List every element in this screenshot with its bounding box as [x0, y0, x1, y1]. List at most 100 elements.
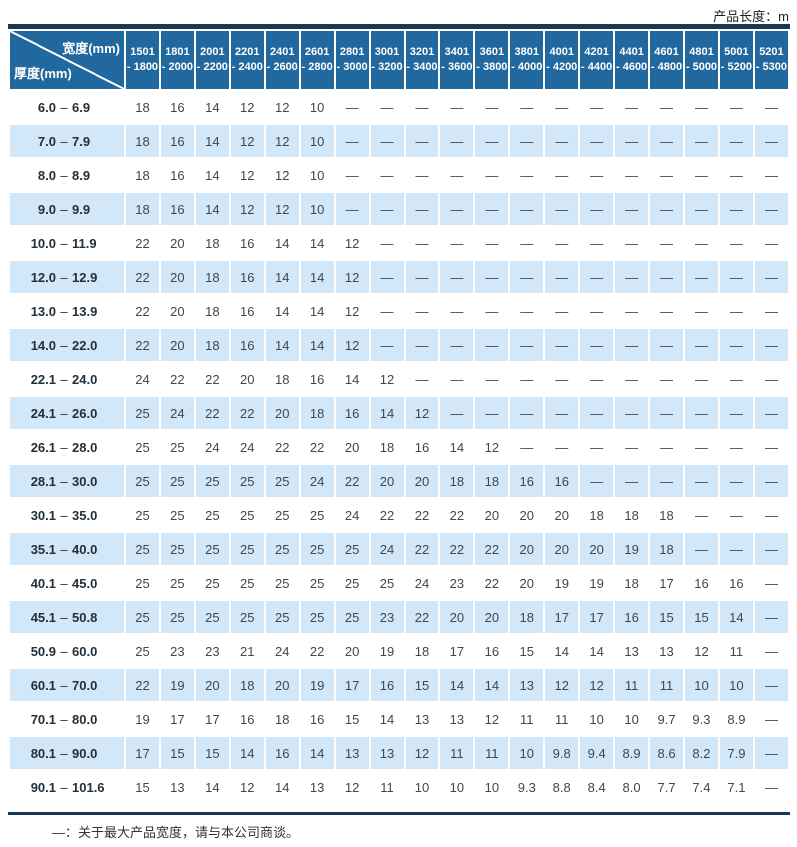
- cell-length-value: 18: [126, 193, 159, 225]
- cell-not-available: —: [754, 193, 788, 225]
- cell-length-value: 22: [405, 601, 439, 633]
- cell-length-value: 14: [195, 193, 229, 225]
- cell-not-available: —: [580, 465, 614, 497]
- cell-not-available: —: [615, 125, 649, 157]
- cell-length-value: 22: [405, 533, 439, 565]
- cell-length-value: 14: [309, 303, 325, 319]
- cell-length-value: 20: [545, 533, 579, 565]
- cell-not-available: —: [405, 261, 439, 293]
- cell-length-value: 14: [300, 737, 334, 769]
- cell-not-available: —: [380, 99, 394, 115]
- cell-length-value: 14: [554, 643, 569, 659]
- cell-length-value: 22: [135, 303, 150, 319]
- cell-not-available: —: [520, 167, 534, 183]
- cell-length-value: 14: [205, 779, 220, 795]
- cell-not-available: —: [685, 397, 718, 429]
- cell-length-value: 12: [274, 99, 290, 115]
- cell-length-value: 14: [440, 669, 474, 701]
- cell-length-value: 18: [230, 669, 264, 701]
- column-header-width-range: 4001- 4200: [545, 31, 579, 89]
- cell-not-available: —: [615, 465, 649, 497]
- thickness-axis-label: 厚度(mm): [14, 66, 72, 81]
- cell-length-value: 15: [195, 737, 229, 769]
- cell-not-available: —: [660, 167, 674, 183]
- cell-length-value: 16: [545, 465, 579, 497]
- cell-not-available: —: [520, 303, 534, 319]
- cell-length-value: 16: [265, 737, 299, 769]
- cell-length-value: 25: [135, 439, 150, 455]
- cell-not-available: —: [380, 167, 394, 183]
- cell-length-value: 20: [170, 235, 185, 251]
- table-row: 13.0–13.9 22 20 18 16 14 14 12 — — — — — — — — — — — —: [10, 295, 788, 327]
- cell-not-available: —: [660, 439, 674, 455]
- column-header-width-range: 3401- 3600: [440, 31, 474, 89]
- cell-not-available: —: [719, 329, 753, 361]
- cell-length-value: 12: [230, 193, 264, 225]
- cell-length-value: 11: [520, 711, 534, 727]
- cell-not-available: —: [485, 371, 499, 387]
- cell-not-available: —: [380, 235, 394, 251]
- cell-length-value: 18: [126, 125, 159, 157]
- cell-length-value: 11: [380, 779, 394, 795]
- cell-length-value: 14: [379, 711, 395, 727]
- cell-length-value: 16: [160, 125, 194, 157]
- cell-length-value: 25: [205, 575, 220, 591]
- table-row: 35.1–40.0 25 25 25 25 25 25 25 24 22 22 22 20 20 20 19 1…: [10, 533, 788, 565]
- column-header-width-range: 3001- 3200: [370, 31, 404, 89]
- cell-not-available: —: [754, 261, 788, 293]
- cell-not-available: —: [440, 329, 474, 361]
- row-header-thickness-range: 60.1–70.0: [10, 669, 124, 701]
- cell-length-value: 19: [135, 711, 150, 727]
- cell-length-value: 19: [379, 643, 395, 659]
- cell-length-value: 18: [440, 465, 474, 497]
- cell-not-available: —: [729, 99, 743, 115]
- cell-length-value: 22: [379, 507, 395, 523]
- cell-not-available: —: [694, 371, 708, 387]
- row-header-thickness-range: 35.1–40.0: [10, 533, 124, 565]
- cell-length-value: 25: [195, 533, 229, 565]
- cell-not-available: —: [719, 261, 753, 293]
- cell-length-value: 25: [160, 465, 194, 497]
- cell-length-value: 14: [475, 669, 509, 701]
- cell-length-value: 17: [580, 601, 614, 633]
- column-header-width-range: 2601- 2800: [300, 31, 334, 89]
- cell-not-available: —: [764, 235, 778, 251]
- column-header-width-range: 3801- 4000: [510, 31, 544, 89]
- cell-length-value: 24: [240, 439, 255, 455]
- cell-length-value: 25: [195, 601, 229, 633]
- cell-length-value: 12: [230, 125, 264, 157]
- cell-not-available: —: [415, 99, 429, 115]
- cell-length-value: 16: [414, 439, 430, 455]
- cell-length-value: 15: [685, 601, 718, 633]
- cell-not-available: —: [335, 125, 369, 157]
- row-header-thickness-range: 70.1–80.0: [30, 711, 98, 727]
- cell-not-available: —: [485, 303, 499, 319]
- cell-not-available: —: [440, 261, 474, 293]
- cell-not-available: —: [555, 439, 569, 455]
- cell-length-value: 24: [160, 397, 194, 429]
- row-header-thickness-range: 9.0–9.9: [10, 193, 124, 225]
- cell-length-value: 24: [344, 507, 360, 523]
- cell-length-value: 25: [205, 507, 220, 523]
- cell-length-value: 18: [414, 643, 430, 659]
- cell-length-value: 22: [309, 439, 325, 455]
- cell-length-value: 14: [230, 737, 264, 769]
- cell-length-value: 20: [484, 507, 500, 523]
- cell-not-available: —: [764, 99, 778, 115]
- cell-not-available: —: [475, 329, 509, 361]
- table-row: 30.1–35.0 25 25 25 25 25 25 24 22 22 22 20 20 20 18 18 1…: [10, 499, 788, 531]
- cell-length-value: 24: [414, 575, 430, 591]
- cell-not-available: —: [729, 371, 743, 387]
- cell-length-value: 10: [309, 167, 325, 183]
- cell-length-value: 16: [510, 465, 544, 497]
- column-header-width-range: 5001- 5200: [719, 31, 753, 89]
- cell-not-available: —: [650, 125, 683, 157]
- cell-length-value: 14: [205, 167, 220, 183]
- cell-length-value: 18: [135, 99, 150, 115]
- cell-length-value: 18: [475, 465, 509, 497]
- cell-not-available: —: [719, 465, 753, 497]
- cell-length-value: 16: [615, 601, 649, 633]
- cell-length-value: 12: [379, 371, 395, 387]
- cell-length-value: 22: [126, 261, 159, 293]
- cell-length-value: 11: [729, 643, 744, 659]
